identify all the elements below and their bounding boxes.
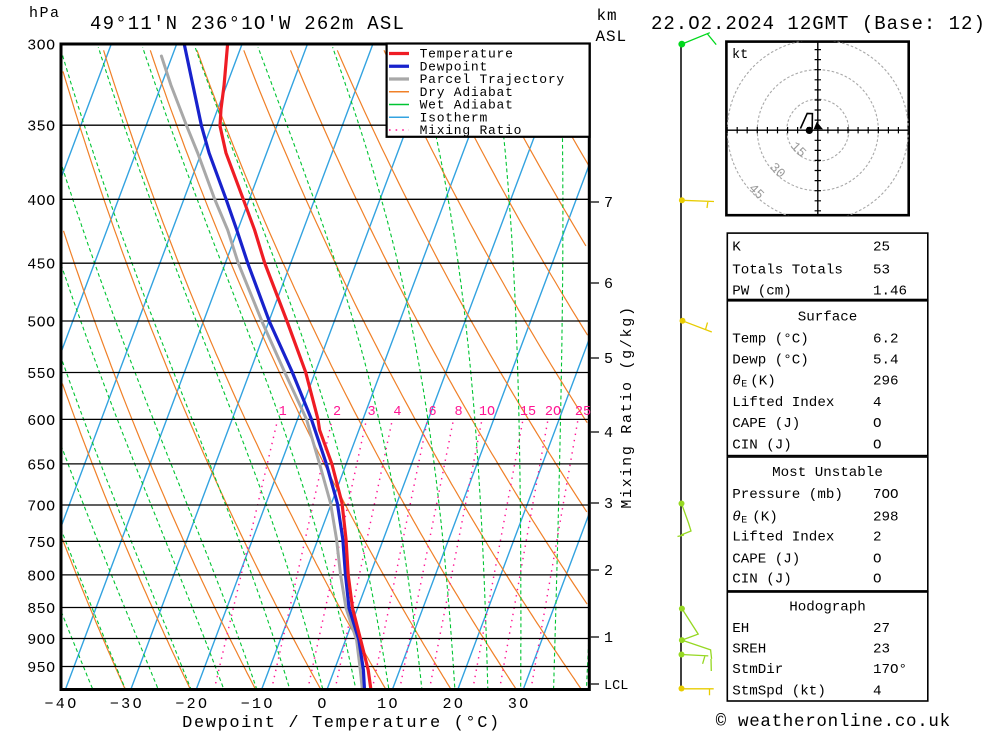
svg-text:Temperature: Temperature <box>420 47 514 62</box>
svg-text:Parcel Trajectory: Parcel Trajectory <box>420 72 565 87</box>
svg-text:4OO: 4OO <box>27 193 55 210</box>
svg-text:K: K <box>732 240 741 256</box>
svg-text:95O: 95O <box>27 660 55 677</box>
svg-text:4: 4 <box>393 405 401 420</box>
svg-text:LCL: LCL <box>604 679 628 694</box>
svg-text:27: 27 <box>873 621 890 637</box>
svg-text:km: km <box>597 7 618 25</box>
svg-text:O: O <box>873 416 882 432</box>
svg-text:8: 8 <box>454 405 462 420</box>
svg-text:CAPE (J): CAPE (J) <box>732 416 800 432</box>
svg-text:Dewp (°C): Dewp (°C) <box>732 353 809 369</box>
svg-text:45O: 45O <box>27 257 55 274</box>
svg-text:Dry Adiabat: Dry Adiabat <box>420 85 514 100</box>
svg-text:CAPE (J): CAPE (J) <box>732 551 800 567</box>
svg-text:298: 298 <box>873 510 899 526</box>
svg-text:Most Unstable: Most Unstable <box>772 465 883 481</box>
svg-text:E: E <box>741 379 747 390</box>
svg-text:65O: 65O <box>27 457 55 474</box>
svg-text:1O: 1O <box>479 405 495 420</box>
svg-text:6: 6 <box>429 405 437 420</box>
svg-text:85O: 85O <box>27 601 55 618</box>
svg-text:4: 4 <box>873 683 882 699</box>
svg-text:4: 4 <box>873 395 882 411</box>
svg-text:© weatheronline.co.uk: © weatheronline.co.uk <box>716 712 951 732</box>
svg-text:StmDir: StmDir <box>732 662 783 678</box>
svg-text:Surface: Surface <box>798 310 858 326</box>
svg-text:Hodograph: Hodograph <box>789 600 866 616</box>
svg-text:35O: 35O <box>27 119 55 136</box>
svg-text:25: 25 <box>575 405 591 420</box>
svg-text:CIN (J): CIN (J) <box>732 437 792 453</box>
svg-text:75O: 75O <box>27 535 55 552</box>
svg-text:Lifted Index: Lifted Index <box>732 530 834 546</box>
svg-text:6OO: 6OO <box>27 413 55 430</box>
svg-text:5.4: 5.4 <box>873 353 899 369</box>
svg-text:θ: θ <box>732 373 741 389</box>
svg-text:2O: 2O <box>545 405 561 420</box>
svg-text:PW (cm): PW (cm) <box>732 284 792 300</box>
svg-text:Lifted Index: Lifted Index <box>732 395 834 411</box>
svg-text:E: E <box>741 516 747 527</box>
svg-text:O: O <box>873 571 882 587</box>
svg-text:2: 2 <box>873 530 882 546</box>
svg-text:Totals Totals: Totals Totals <box>732 262 843 278</box>
svg-text:hPa: hPa <box>29 5 61 22</box>
svg-text:Mixing Ratio (g/kg): Mixing Ratio (g/kg) <box>619 305 636 508</box>
svg-text:Wet Adiabat: Wet Adiabat <box>420 98 514 113</box>
svg-text:θ: θ <box>732 510 741 526</box>
svg-text:−3O: −3O <box>110 696 144 713</box>
svg-text:3: 3 <box>604 496 613 513</box>
svg-text:(K): (K) <box>752 510 778 526</box>
svg-text:3OO: 3OO <box>27 38 55 55</box>
svg-text:Dewpoint: Dewpoint <box>420 59 488 74</box>
svg-text:CIN (J): CIN (J) <box>732 571 792 587</box>
svg-text:Isotherm: Isotherm <box>420 110 488 125</box>
svg-text:kt: kt <box>732 48 748 63</box>
svg-text:4: 4 <box>604 425 613 442</box>
svg-text:5OO: 5OO <box>27 315 55 332</box>
svg-text:O: O <box>317 696 328 713</box>
svg-text:6: 6 <box>604 276 613 293</box>
svg-text:O: O <box>873 437 882 453</box>
svg-text:−1O: −1O <box>241 696 275 713</box>
svg-text:7OO: 7OO <box>873 487 899 503</box>
svg-text:2O: 2O <box>442 696 465 713</box>
svg-text:−2O: −2O <box>175 696 209 713</box>
svg-text:1: 1 <box>279 405 287 420</box>
svg-text:25: 25 <box>873 240 890 256</box>
svg-text:1O: 1O <box>377 696 400 713</box>
svg-text:Mixing Ratio: Mixing Ratio <box>420 123 523 138</box>
svg-text:StmSpd (kt): StmSpd (kt) <box>732 683 826 699</box>
svg-text:3O: 3O <box>508 696 531 713</box>
svg-text:3: 3 <box>367 405 375 420</box>
svg-text:22.O2.2O24 12GMT (Base: 12): 22.O2.2O24 12GMT (Base: 12) <box>651 13 986 35</box>
svg-text:−4O: −4O <box>44 696 78 713</box>
svg-text:ASL: ASL <box>596 28 628 46</box>
svg-text:17O°: 17O° <box>873 662 907 678</box>
svg-text:15: 15 <box>520 405 536 420</box>
svg-text:23: 23 <box>873 642 890 658</box>
svg-text:49°11'N 236°1O'W 262m ASL: 49°11'N 236°1O'W 262m ASL <box>90 13 405 35</box>
svg-text:5: 5 <box>604 351 613 368</box>
svg-text:2: 2 <box>333 405 341 420</box>
svg-text:EH: EH <box>732 621 749 637</box>
svg-text:(K): (K) <box>750 373 776 389</box>
svg-text:2: 2 <box>604 563 613 580</box>
svg-text:Dewpoint / Temperature (°C): Dewpoint / Temperature (°C) <box>182 714 501 733</box>
svg-text:55O: 55O <box>27 366 55 383</box>
svg-text:O: O <box>873 551 882 567</box>
svg-text:6.2: 6.2 <box>873 331 899 347</box>
svg-text:1: 1 <box>604 630 613 647</box>
svg-text:Pressure (mb): Pressure (mb) <box>732 487 843 503</box>
svg-text:296: 296 <box>873 373 899 389</box>
svg-text:7: 7 <box>604 195 613 212</box>
svg-text:8OO: 8OO <box>27 568 55 585</box>
svg-text:53: 53 <box>873 262 890 278</box>
svg-text:Temp (°C): Temp (°C) <box>732 331 809 347</box>
svg-text:9OO: 9OO <box>27 632 55 649</box>
svg-text:SREH: SREH <box>732 642 766 658</box>
svg-text:7OO: 7OO <box>27 499 55 516</box>
svg-text:1.46: 1.46 <box>873 284 907 300</box>
